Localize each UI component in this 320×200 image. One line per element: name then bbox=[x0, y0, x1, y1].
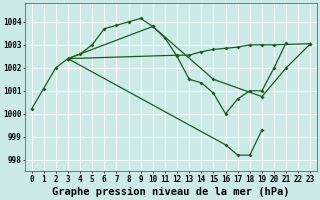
X-axis label: Graphe pression niveau de la mer (hPa): Graphe pression niveau de la mer (hPa) bbox=[52, 186, 290, 197]
